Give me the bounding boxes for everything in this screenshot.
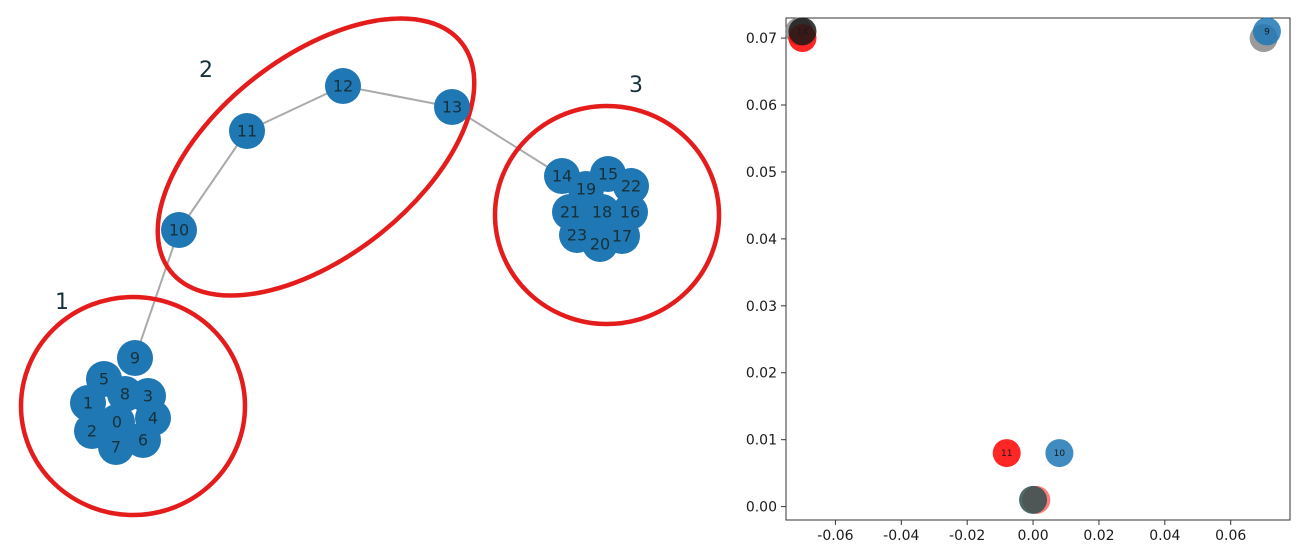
graph-node-13: [434, 89, 470, 125]
node-label-9: 9: [130, 349, 140, 368]
node-label-7: 7: [111, 438, 121, 457]
y-axis: 0.00 0.01 0.02 0.03 0.04 0.05 0.06 0.07: [746, 31, 786, 516]
node-label-23: 23: [567, 226, 587, 245]
graph-node-6: [125, 422, 161, 458]
scatter-point: [1045, 439, 1074, 468]
x-tick-label: -0.06: [817, 528, 853, 544]
graph-node-12: [325, 68, 361, 104]
node-label-19: 19: [576, 180, 596, 199]
plot-frame: [785, 17, 1291, 521]
group-label-3: 3: [629, 73, 643, 98]
graph-edge: [178, 130, 248, 231]
scatter-points: 14 9 11 10: [785, 17, 1281, 514]
scatter-point: [1019, 485, 1048, 514]
y-tick-label: 0.03: [746, 299, 777, 315]
group-outline-2: [155, 16, 477, 298]
node-label-22: 22: [621, 177, 641, 196]
y-tick-label: 0.07: [746, 31, 777, 47]
node-label-21: 21: [560, 203, 580, 222]
node-label-0: 0: [112, 413, 122, 432]
scatter-point: [788, 17, 817, 46]
x-tick-label: -0.04: [883, 528, 919, 544]
graph-edge: [451, 106, 563, 177]
scatter-point-label: 11: [1001, 449, 1012, 459]
y-tick-label: 0.05: [746, 165, 777, 181]
scatter-point-label: 10: [1054, 449, 1066, 459]
node-label-3: 3: [143, 387, 153, 406]
group-label-2: 2: [199, 58, 213, 83]
scatter-point-label: 9: [1264, 27, 1270, 37]
graph-edge: [342, 85, 453, 108]
x-tick-label: 0.06: [1215, 528, 1246, 544]
x-tick-label: 0.00: [1017, 528, 1048, 544]
graph-node-11: [229, 113, 265, 149]
node-label-18: 18: [592, 203, 612, 222]
node-label-16: 16: [620, 203, 640, 222]
node-label-5: 5: [99, 370, 109, 389]
node-label-8: 8: [120, 385, 130, 404]
node-label-1: 1: [83, 394, 93, 413]
node-label-10: 10: [169, 221, 189, 240]
x-tick-label: 0.02: [1083, 528, 1114, 544]
graph-node-10: [161, 212, 197, 248]
scatter-point: [992, 439, 1021, 468]
group-outline-3: [492, 103, 722, 327]
node-label-2: 2: [87, 422, 97, 441]
x-axis: -0.06 -0.04 -0.02 0.00 0.02 0.04 0.06: [817, 520, 1246, 544]
node-label-20: 20: [590, 235, 610, 254]
y-tick-label: 0.02: [746, 366, 777, 382]
y-tick-label: 0.01: [746, 433, 777, 449]
graph-edge: [134, 229, 180, 359]
y-tick-label: 0.00: [746, 500, 777, 516]
node-label-13: 13: [442, 98, 462, 117]
graph-node-8: [107, 376, 143, 412]
scatter-chart: -0.06 -0.04 -0.02 0.00 0.02 0.04 0.06 0.00 0.01…: [746, 17, 1291, 544]
node-label-11: 11: [237, 122, 257, 141]
group-outlines: [18, 16, 722, 518]
x-tick-label: -0.02: [949, 528, 985, 544]
node-label-4: 4: [148, 409, 158, 428]
graph-node-7: [98, 429, 134, 465]
graph-node-22: [613, 168, 649, 204]
node-label-14: 14: [552, 167, 572, 186]
y-tick-label: 0.04: [746, 232, 777, 248]
scatter-point-label: 14: [797, 27, 809, 37]
node-label-15: 15: [598, 165, 618, 184]
group-outline-1: [18, 294, 248, 518]
scatter-point: [1252, 17, 1281, 46]
node-label-12: 12: [333, 77, 353, 96]
node-label-6: 6: [138, 431, 148, 450]
x-tick-label: 0.04: [1149, 528, 1180, 544]
node-label-17: 17: [612, 227, 632, 246]
y-tick-label: 0.06: [746, 98, 777, 114]
group-labels: 123: [55, 58, 643, 315]
group-label-1: 1: [55, 290, 69, 315]
graph-node-9: [117, 340, 153, 376]
graph-node-23: [559, 217, 595, 253]
